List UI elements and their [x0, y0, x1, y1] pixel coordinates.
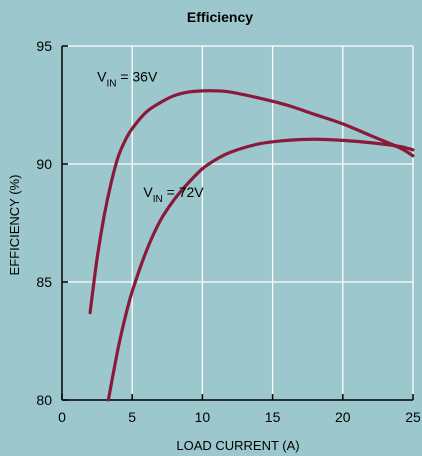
x-tick-label: 0: [58, 409, 66, 425]
grid: [62, 45, 414, 400]
y-tick-label: 80: [36, 392, 52, 408]
y-tick-label: 90: [36, 156, 52, 172]
tick-labels: 80 85 90 95 0 5 10 15 20 25: [36, 38, 421, 425]
x-tick-label: 25: [405, 409, 421, 425]
chart-title: Efficiency: [187, 9, 253, 25]
y-tick-label: 95: [36, 38, 52, 54]
x-tick-label: 20: [335, 409, 351, 425]
series-label-1: VIN = 36V: [97, 68, 158, 89]
x-tick-label: 5: [128, 409, 136, 425]
axes: [61, 45, 414, 401]
x-axis-label: LOAD CURRENT (A): [176, 438, 299, 453]
x-tick-label: 10: [195, 409, 211, 425]
series-label-2: VIN = 72V: [143, 184, 204, 205]
series-lines: [88, 89, 415, 402]
series-annotations: VIN = 36V VIN = 72V: [97, 68, 204, 205]
y-axis-label: EFFICIENCY (%): [7, 175, 22, 276]
y-tick-label: 85: [36, 274, 52, 290]
series-line-1: [88, 89, 415, 315]
x-tick-label: 15: [265, 409, 281, 425]
series-line-2: [106, 137, 415, 402]
